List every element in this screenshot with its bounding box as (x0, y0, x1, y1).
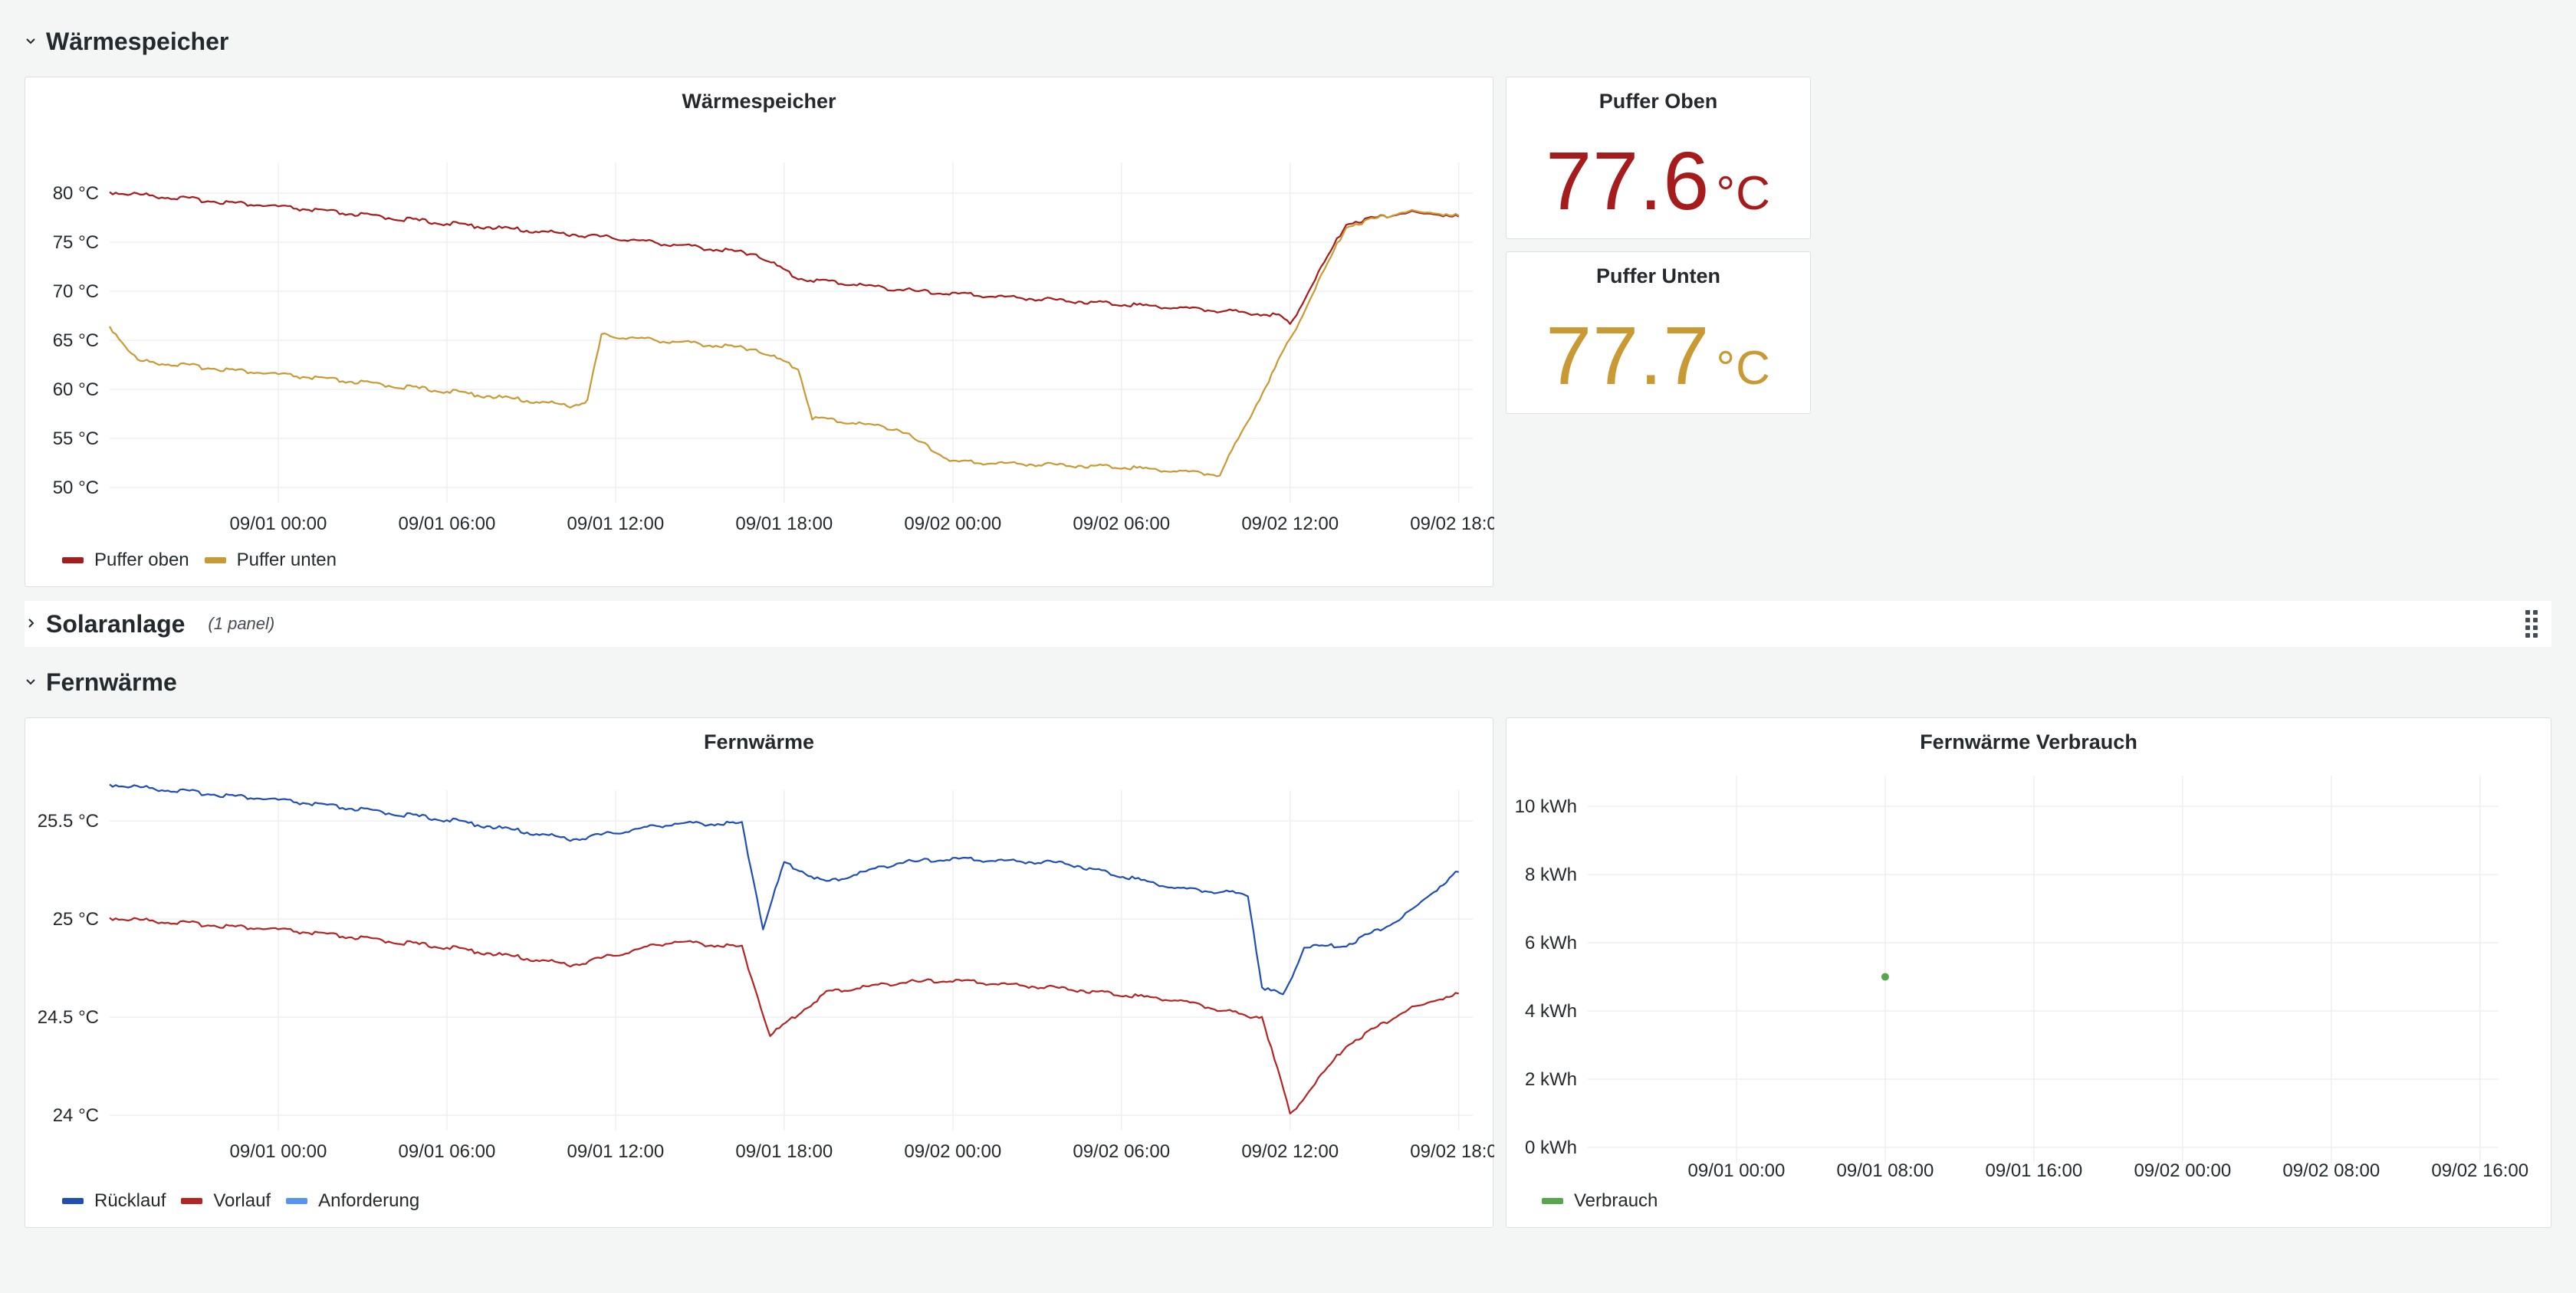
x-tick-label: 09/01 12:00 (567, 514, 664, 534)
y-tick-label: 2 kWh (1525, 1069, 1577, 1090)
panel-puffer-oben[interactable]: Puffer Oben 77.6 °C (1506, 77, 1811, 239)
stat-number: 77.7 (1546, 309, 1710, 402)
panel-title: Fernwärme Verbrauch (1920, 730, 2137, 753)
chart-legend: Puffer oben Puffer unten (62, 550, 337, 571)
y-tick-label: 55 °C (53, 428, 99, 449)
legend-label: Puffer oben (94, 550, 189, 570)
series-line (109, 783, 1459, 996)
series-line (109, 208, 1460, 477)
legend-swatch (62, 1198, 84, 1204)
panel-title: Puffer Oben (1598, 90, 1718, 113)
x-tick-label: 09/02 08:00 (2282, 1160, 2380, 1178)
legend-item[interactable]: Vorlauf (181, 1190, 271, 1212)
y-tick-label: 25.5 °C (38, 811, 99, 832)
legend-swatch (181, 1198, 203, 1204)
x-tick-label: 09/02 00:00 (904, 514, 1001, 534)
x-tick-label: 09/02 12:00 (1241, 514, 1339, 534)
x-tick-label: 09/01 00:00 (230, 1141, 327, 1162)
x-tick-label: 09/02 16:00 (2431, 1160, 2528, 1178)
x-tick-label: 09/02 06:00 (1073, 514, 1170, 534)
series-line (109, 917, 1459, 1114)
legend-label: Rücklauf (94, 1190, 166, 1211)
row-title: Fernwärme (46, 668, 177, 696)
row-title: Wärmespeicher (46, 27, 229, 55)
data-point (1881, 973, 1889, 981)
row-header-solaranlage[interactable]: Solaranlage (1 panel) (25, 601, 274, 647)
drag-handle-icon[interactable] (2525, 610, 2539, 638)
stat-unit: °C (1716, 342, 1771, 395)
chart-waermespeicher: 50 °C 55 °C 60 °C 65 °C 70 °C 75 °C 80 °C 09/01… (53, 162, 1494, 534)
row-panel-count: (1 panel) (208, 614, 275, 633)
chart-fernwaerme: 24 °C 24.5 °C 25 °C 25.5 °C 09/01 00:00 09/01… (38, 783, 1494, 1162)
x-tick-label: 09/01 06:00 (399, 514, 496, 534)
panel-fernwaerme-chart[interactable]: Fernwärme 24 °C 24.5 °C 25 °C 25.5 °C 09/01 … (25, 717, 1494, 1228)
x-tick-label: 09/01 06:00 (399, 1141, 496, 1162)
legend-label: Anforderung (318, 1190, 420, 1211)
x-tick-label: 09/02 06:00 (1073, 1141, 1170, 1162)
chart-legend: Verbrauch (1542, 1190, 1658, 1212)
x-tick-label: 09/02 12:00 (1241, 1141, 1339, 1162)
row-header-fernwaerme[interactable]: Fernwärme (25, 659, 177, 705)
row-header-waermespeicher[interactable]: Wärmespeicher (25, 18, 228, 64)
legend-item[interactable]: Rücklauf (62, 1190, 166, 1212)
panel-puffer-unten[interactable]: Puffer Unten 77.7 °C (1506, 251, 1811, 414)
row-title: Solaranlage (46, 609, 186, 638)
stat-number: 77.6 (1546, 134, 1710, 227)
y-tick-label: 4 kWh (1525, 1001, 1577, 1022)
stat-value: 77.7 °C (1506, 307, 1810, 403)
y-tick-label: 25 °C (53, 909, 99, 930)
x-tick-label: 09/01 00:00 (230, 514, 327, 534)
x-tick-label: 09/01 08:00 (1837, 1160, 1934, 1178)
legend-item[interactable]: Puffer oben (62, 550, 189, 571)
y-tick-label: 6 kWh (1525, 933, 1577, 953)
panel-title: Wärmespeicher (682, 90, 836, 113)
chart-legend: Rücklauf Vorlauf Anforderung (62, 1190, 419, 1212)
y-tick-label: 8 kWh (1525, 865, 1577, 885)
row-solaranlage[interactable]: Solaranlage (1 panel) (25, 601, 2551, 647)
chevron-down-icon (25, 31, 46, 52)
legend-item[interactable]: Puffer unten (204, 550, 337, 571)
series-line (109, 191, 1460, 325)
chevron-right-icon (25, 613, 46, 635)
legend-swatch (1542, 1198, 1563, 1204)
stat-unit: °C (1716, 167, 1771, 220)
x-tick-label: 09/01 16:00 (1985, 1160, 2082, 1178)
y-tick-label: 24 °C (53, 1105, 99, 1126)
y-tick-label: 24.5 °C (38, 1007, 99, 1028)
x-tick-label: 09/02 18:00 (1410, 514, 1494, 534)
panel-waermespeicher-chart[interactable]: Wärmespeicher 50 °C 55 °C 60 °C 65 °C 70 °C 7… (25, 77, 1494, 587)
y-tick-label: 80 °C (53, 183, 99, 204)
legend-item[interactable]: Anforderung (286, 1190, 419, 1212)
legend-label: Puffer unten (236, 550, 337, 570)
legend-swatch (286, 1198, 308, 1204)
x-tick-label: 09/02 00:00 (904, 1141, 1001, 1162)
y-tick-label: 0 kWh (1525, 1137, 1577, 1158)
chart-fernwaerme-verbrauch: 0 kWh 2 kWh 4 kWh 6 kWh 8 kWh 10 kWh 09/01 00:… (1515, 776, 2528, 1178)
y-tick-label: 75 °C (53, 232, 99, 253)
y-tick-label: 10 kWh (1515, 796, 1577, 817)
x-tick-label: 09/01 00:00 (1688, 1160, 1786, 1178)
legend-label: Vorlauf (213, 1190, 271, 1211)
panel-fernwaerme-verbrauch[interactable]: Fernwärme Verbrauch 0 kWh 2 kWh 4 kWh 6 kWh… (1506, 717, 2551, 1228)
panel-title: Puffer Unten (1596, 264, 1720, 287)
x-tick-label: 09/02 00:00 (2134, 1160, 2231, 1178)
y-tick-label: 50 °C (53, 477, 99, 498)
x-tick-label: 09/02 18:00 (1410, 1141, 1494, 1162)
legend-item[interactable]: Verbrauch (1542, 1190, 1658, 1212)
x-tick-label: 09/01 12:00 (567, 1141, 664, 1162)
legend-swatch (62, 557, 84, 563)
legend-swatch (204, 557, 226, 563)
chevron-down-icon (25, 671, 46, 693)
stat-value: 77.6 °C (1506, 133, 1810, 228)
panel-title: Fernwärme (703, 730, 815, 753)
legend-label: Verbrauch (1574, 1190, 1658, 1211)
x-tick-label: 09/01 18:00 (735, 514, 833, 534)
y-tick-label: 60 °C (53, 379, 99, 400)
y-tick-label: 70 °C (53, 281, 99, 302)
x-tick-label: 09/01 18:00 (735, 1141, 833, 1162)
y-tick-label: 65 °C (53, 330, 99, 351)
